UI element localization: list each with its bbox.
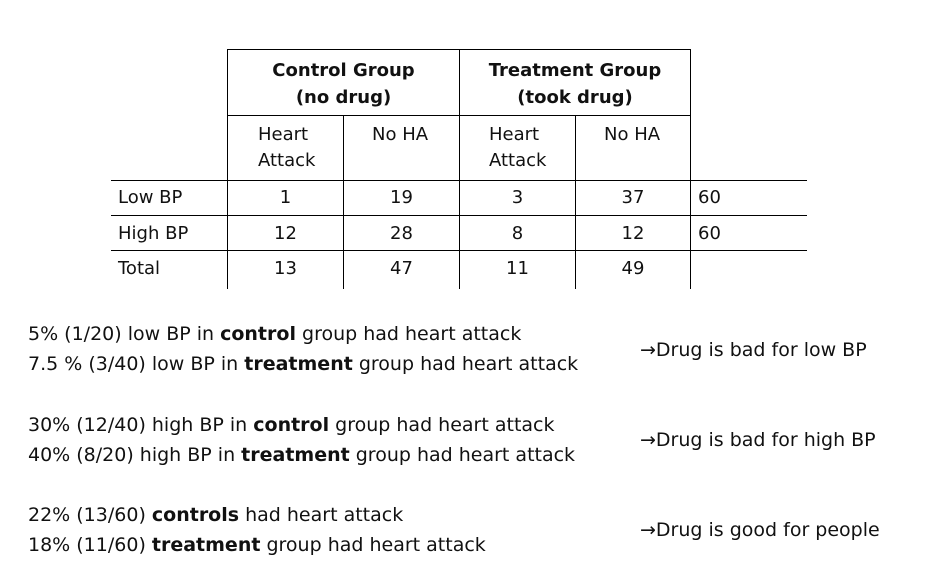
row-label: High BP [118, 223, 189, 244]
table-cell: 19 [390, 187, 413, 208]
group-title: Treatment Group [488, 60, 662, 81]
conclusion-text: →Drug is good for people [640, 519, 880, 541]
table-cell: 11 [506, 258, 529, 279]
subheader-no-ha-control: No HA [372, 124, 429, 145]
conclusion-text: →Drug is bad for high BP [640, 429, 876, 451]
group-header-treatment: Treatment Group (took drug) [460, 57, 690, 111]
table-divider-sub2 [575, 115, 576, 289]
subheader-heart-attack-treatment: Heart Attack [489, 124, 547, 171]
row-label: Total [118, 258, 161, 279]
table-row-line-1 [111, 180, 807, 181]
table-border-right [690, 49, 691, 289]
table-divider-groups [459, 49, 460, 289]
table-cell: 28 [390, 223, 413, 244]
table-divider-header [227, 115, 690, 116]
table-cell: 37 [621, 187, 645, 208]
row-total: 60 [698, 223, 721, 244]
statement-line: 7.5 % (3/40) low BP in treatment group h… [28, 353, 579, 375]
table-cell: 12 [274, 223, 297, 244]
subheader-no-ha-treatment: No HA [604, 124, 661, 145]
table-cell: 1 [279, 187, 292, 208]
table-cell: 3 [511, 187, 524, 208]
row-total: 60 [698, 187, 721, 208]
statement-line: 5% (1/20) low BP in control group had he… [28, 323, 522, 345]
statement-line: 30% (12/40) high BP in control group had… [28, 414, 555, 436]
table-cell: 8 [511, 223, 524, 244]
table-border-left [227, 49, 228, 289]
subheader-heart-attack-control: Heart Attack [258, 124, 316, 171]
row-label: Low BP [118, 187, 183, 208]
group-header-control: Control Group (no drug) [228, 57, 459, 111]
table-row-line-3 [111, 250, 807, 251]
statement-line: 40% (8/20) high BP in treatment group ha… [28, 444, 576, 466]
statement-line: 18% (11/60) treatment group had heart at… [28, 534, 486, 556]
group-title: Control Group [272, 60, 415, 81]
table-divider-sub1 [343, 115, 344, 289]
table-border-top [227, 49, 690, 50]
statement-line: 22% (13/60) controls had heart attack [28, 504, 404, 526]
table-cell: 49 [621, 258, 645, 279]
table-cell: 47 [390, 258, 413, 279]
group-subtitle: (no drug) [295, 87, 392, 108]
table-cell: 12 [621, 223, 645, 244]
conclusion-text: →Drug is bad for low BP [640, 339, 867, 361]
table-cell: 13 [274, 258, 297, 279]
table-row-line-2 [111, 215, 807, 216]
group-subtitle: (took drug) [517, 87, 633, 108]
